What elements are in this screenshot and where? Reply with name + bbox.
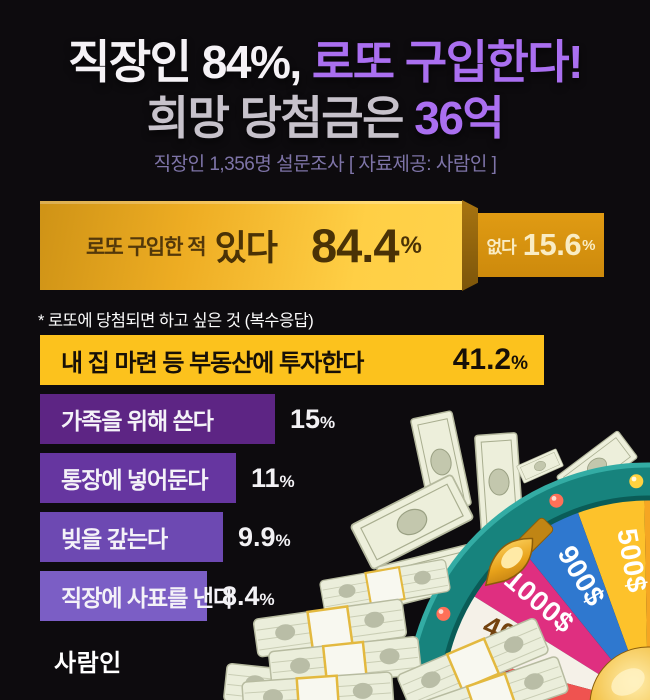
chart-bar: 내 집 마련 등 부동산에 투자한다 41.2%	[40, 335, 544, 385]
title-purple-amount: 36억	[402, 92, 505, 144]
gauge-yes-label: 있다	[214, 229, 278, 268]
chart-bar-label: 내 집 마련 등 부동산에 투자한다	[61, 349, 364, 377]
chart-bar-value: 8.4%	[222, 580, 275, 611]
main-title-line1: 직장인 84%, 로또 구입한다!	[0, 26, 650, 92]
gauge-no-bar: 없다 15.6 %	[478, 213, 604, 277]
wish-bar-chart: 내 집 마련 등 부동산에 투자한다 41.2% 가족을 위해 쓴다 15% 통…	[40, 335, 544, 630]
percent-sign: %	[279, 471, 295, 491]
wheel-wedge-yellow	[576, 495, 648, 700]
gauge-yes-value: 84.4	[311, 219, 399, 272]
main-title-line2: 희망 당첨금은 36억	[0, 82, 650, 148]
gauge-yes-bar: 로또 구입한 적 있다 84.4 %	[40, 201, 462, 290]
percent-sign: %	[511, 353, 528, 374]
title-purple-part: 로또 구입한다!	[300, 36, 584, 88]
saramin-logo: 사람인	[54, 650, 122, 677]
chart-bar-label: 직장에 사표를 낸다	[61, 585, 234, 611]
chart-note: * 로또에 당첨되면 하고 싶은 것 (복수응답)	[38, 312, 314, 330]
chart-bar: 빚을 갚는다	[40, 512, 223, 562]
wheel-label-900: 900$	[552, 540, 612, 611]
chart-bar: 직장에 사표를 낸다	[40, 571, 234, 621]
title-silver-part: 희망 당첨금은	[146, 92, 405, 144]
chart-row: 가족을 위해 쓴다 15%	[40, 394, 544, 444]
gauge-3d-fold	[462, 200, 478, 291]
chart-bar-label: 통장에 넣어둔다	[61, 467, 209, 493]
chart-row: 직장에 사표를 낸다 8.4%	[40, 571, 544, 621]
percent-sign: %	[320, 412, 336, 432]
chart-bar-value: 41.2%	[452, 343, 528, 376]
chart-bar-value: 15%	[290, 403, 336, 434]
wheel-label-500: 500$	[611, 526, 650, 595]
wheel-label-000: 000$	[466, 661, 533, 699]
chart-bar: 통장에 넣어둔다	[40, 453, 236, 503]
wheel-wedge-orange	[644, 494, 650, 700]
wheel-hub	[589, 646, 650, 700]
title-white-part: 직장인 84%,	[68, 36, 302, 88]
gauge-label-prefix: 로또 구입한 적	[86, 235, 207, 259]
percent-sign: %	[275, 530, 291, 550]
chart-bar-value: 9.9%	[238, 521, 291, 552]
percent-sign: %	[259, 589, 275, 609]
chart-bar-label: 빚을 갚는다	[61, 526, 168, 552]
gauge-no-label: 없다	[486, 237, 517, 257]
percent-sign: %	[582, 236, 596, 254]
chart-bar-value: 11%	[251, 462, 295, 493]
chart-row: 통장에 넣어둔다 11%	[40, 453, 544, 503]
chart-bar-label: 가족을 위해 쓴다	[61, 408, 214, 434]
gauge-no-value: 15.6	[522, 227, 582, 262]
survey-subtitle: 직장인 1,356명 설문조사 [ 자료제공: 사람인 ]	[153, 154, 497, 175]
chart-row: 내 집 마련 등 부동산에 투자한다 41.2%	[40, 335, 544, 385]
chart-row: 빚을 갚는다 9.9%	[40, 512, 544, 562]
percent-sign: %	[400, 231, 422, 259]
chart-bar: 가족을 위해 쓴다	[40, 394, 275, 444]
wheel-wedge-red	[438, 650, 630, 700]
